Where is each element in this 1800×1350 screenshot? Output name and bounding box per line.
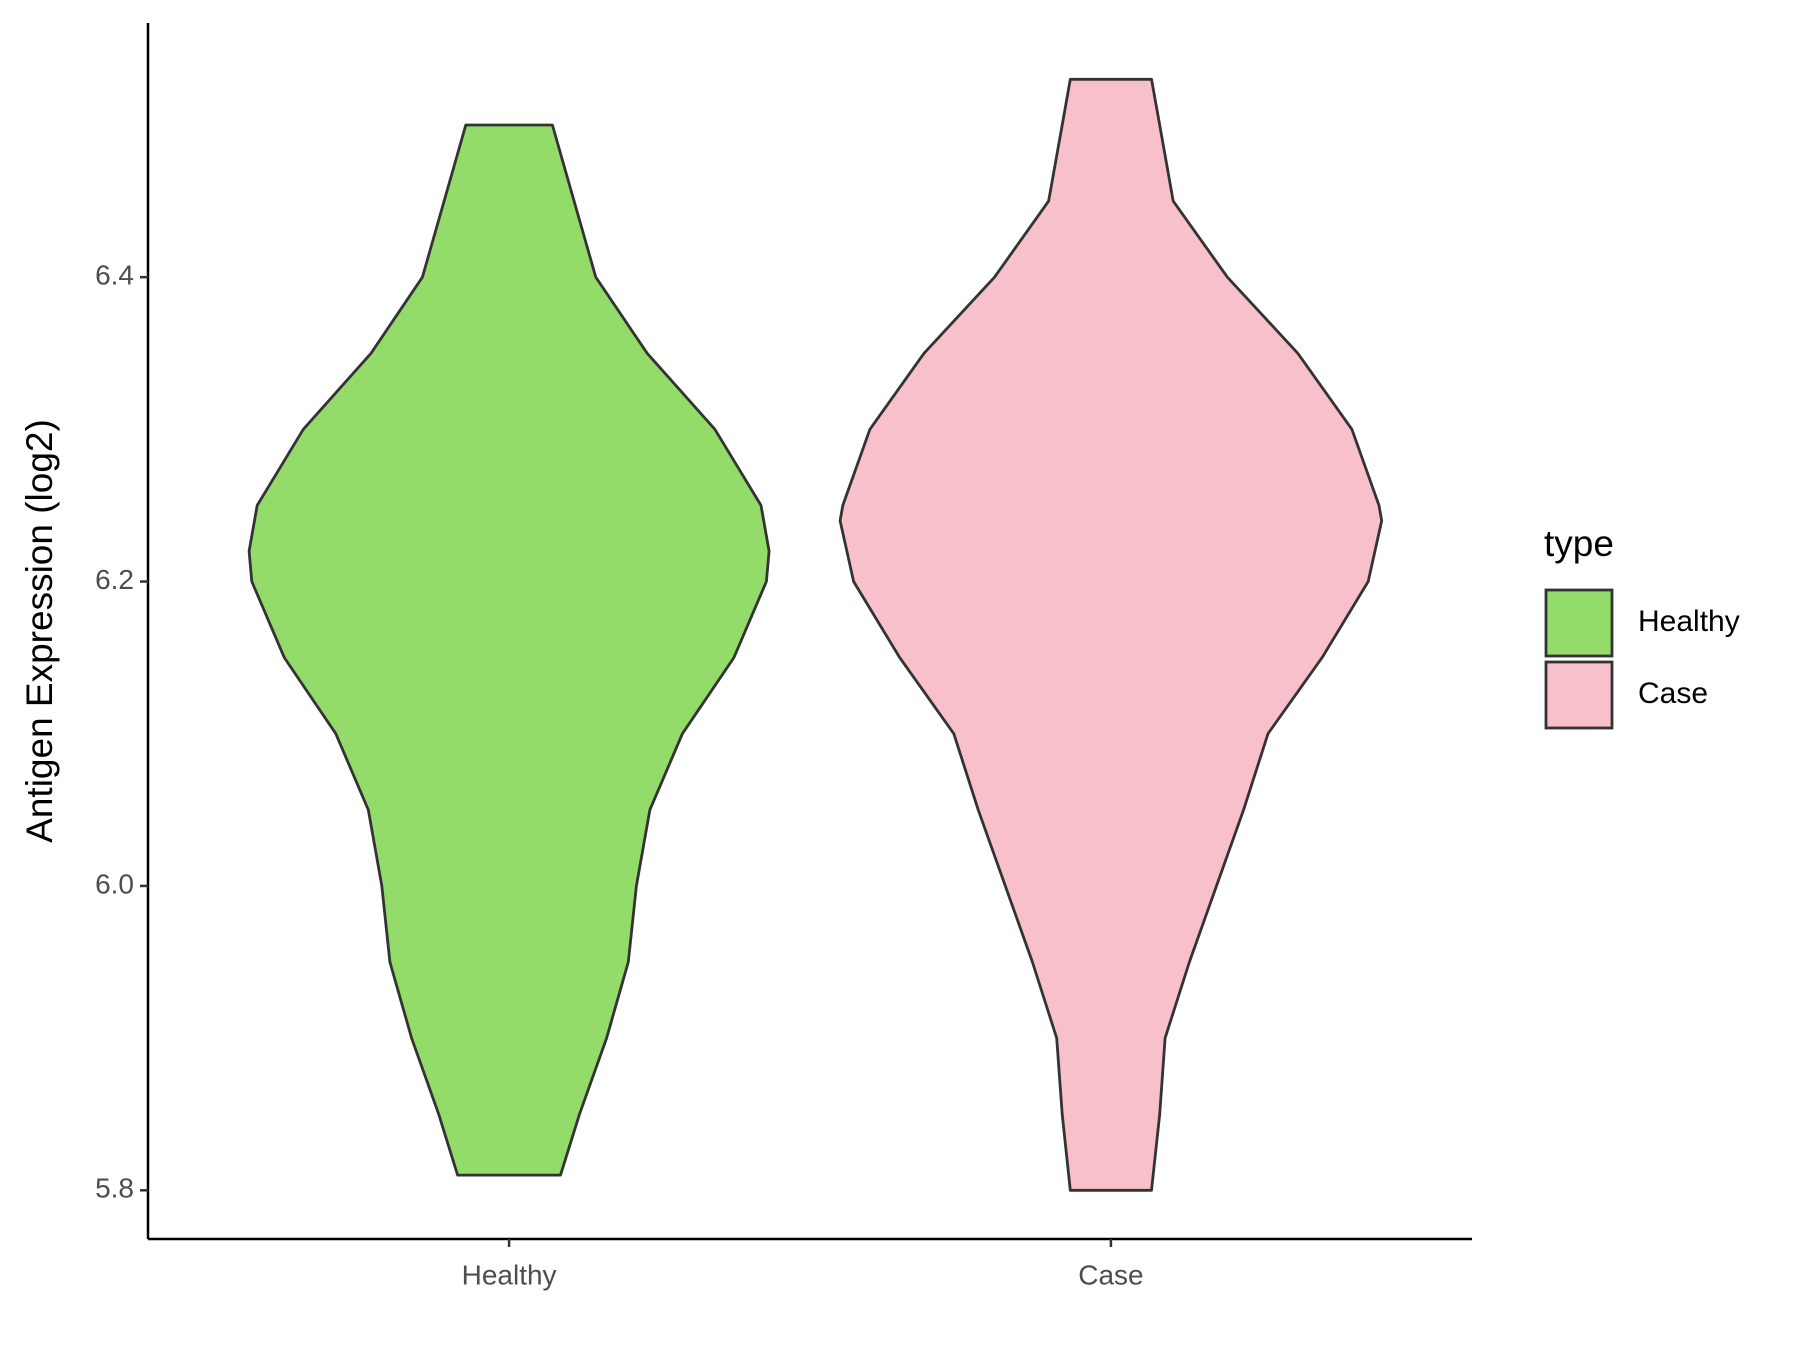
y-axis-title: Antigen Expression (log2) bbox=[19, 419, 60, 843]
legend-label: Case bbox=[1638, 677, 1708, 710]
legend-key bbox=[1544, 660, 1614, 730]
y-tick-label: 5.8 bbox=[95, 1173, 134, 1204]
legend-label: Healthy bbox=[1638, 605, 1740, 638]
violin bbox=[838, 77, 1384, 1192]
y-tick-label: 6.2 bbox=[95, 564, 134, 595]
legend-title: type bbox=[1544, 523, 1614, 564]
y-tick-label: 6.0 bbox=[95, 868, 134, 899]
violin bbox=[247, 123, 771, 1177]
y-tick-label: 6.4 bbox=[95, 260, 134, 291]
legend-key bbox=[1544, 588, 1614, 658]
x-tick-label: Healthy bbox=[462, 1259, 557, 1290]
x-tick-label: Case bbox=[1078, 1259, 1143, 1290]
